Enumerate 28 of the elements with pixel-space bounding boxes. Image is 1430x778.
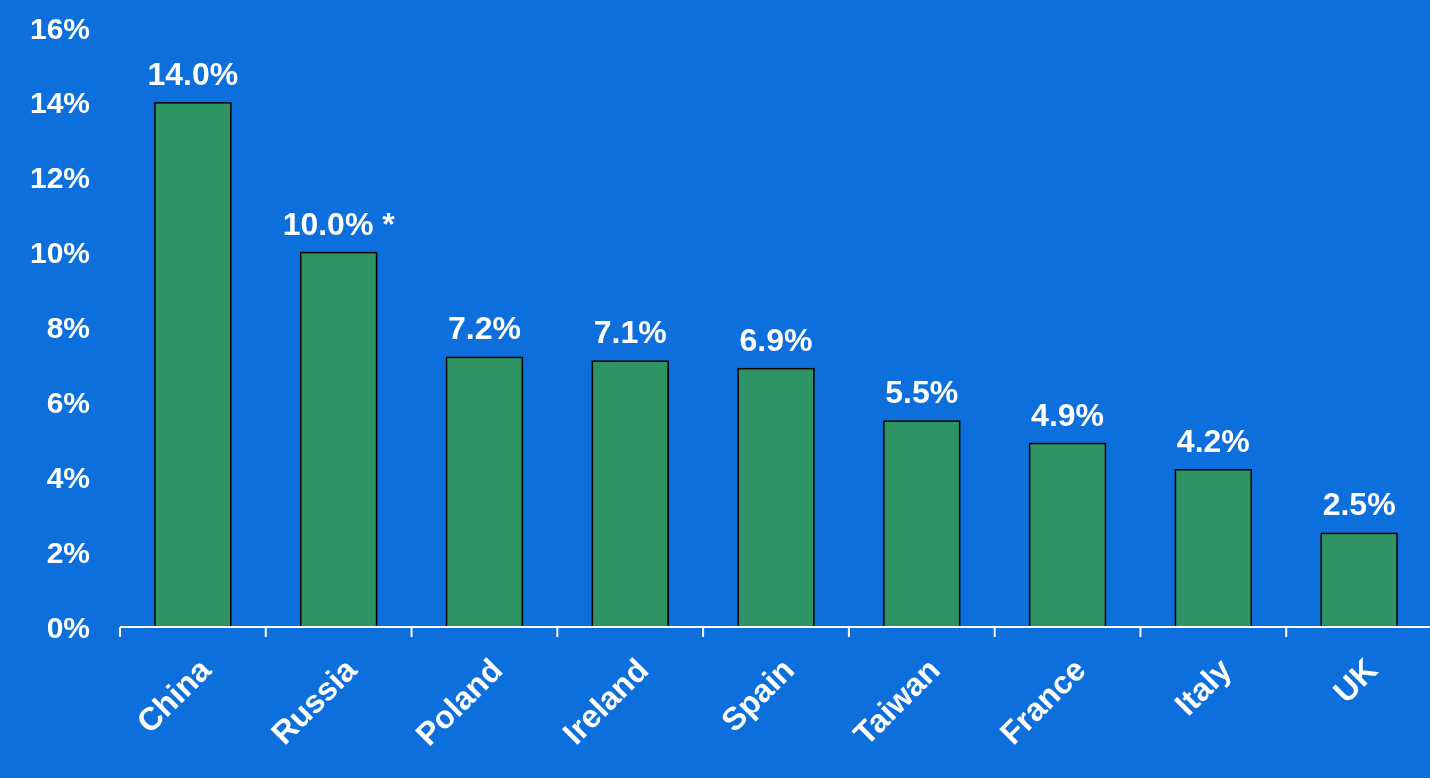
data-label: 2.5% — [1322, 486, 1396, 523]
x-tick-label: UK — [1325, 651, 1385, 710]
bar — [883, 420, 961, 628]
data-label: 7.2% — [447, 310, 521, 347]
data-label: 4.9% — [1031, 396, 1105, 433]
y-tick-label: 8% — [46, 311, 90, 344]
data-label: 6.9% — [739, 321, 813, 358]
bar — [591, 360, 669, 628]
data-label: 7.1% — [593, 314, 667, 351]
bar — [154, 102, 232, 628]
y-tick-label: 6% — [46, 385, 90, 419]
bar — [1320, 532, 1398, 628]
data-label: 10.0% * — [282, 205, 396, 242]
y-tick-label: 16% — [29, 11, 90, 45]
bar — [445, 356, 524, 628]
data-label: 4.2% — [1176, 422, 1250, 459]
data-label: 5.5% — [885, 374, 959, 411]
data-label: 14.0% — [147, 55, 239, 92]
y-tick-label: 10% — [29, 236, 90, 270]
y-tick-label: 4% — [46, 460, 90, 494]
bar — [1028, 442, 1107, 628]
bar — [300, 251, 378, 628]
y-tick-label: 14% — [29, 86, 90, 120]
y-tick-label: 2% — [46, 535, 90, 569]
y-tick-label: 12% — [29, 161, 90, 195]
bar — [737, 367, 815, 628]
bar — [1174, 469, 1252, 628]
y-tick-label: 0% — [46, 610, 90, 644]
